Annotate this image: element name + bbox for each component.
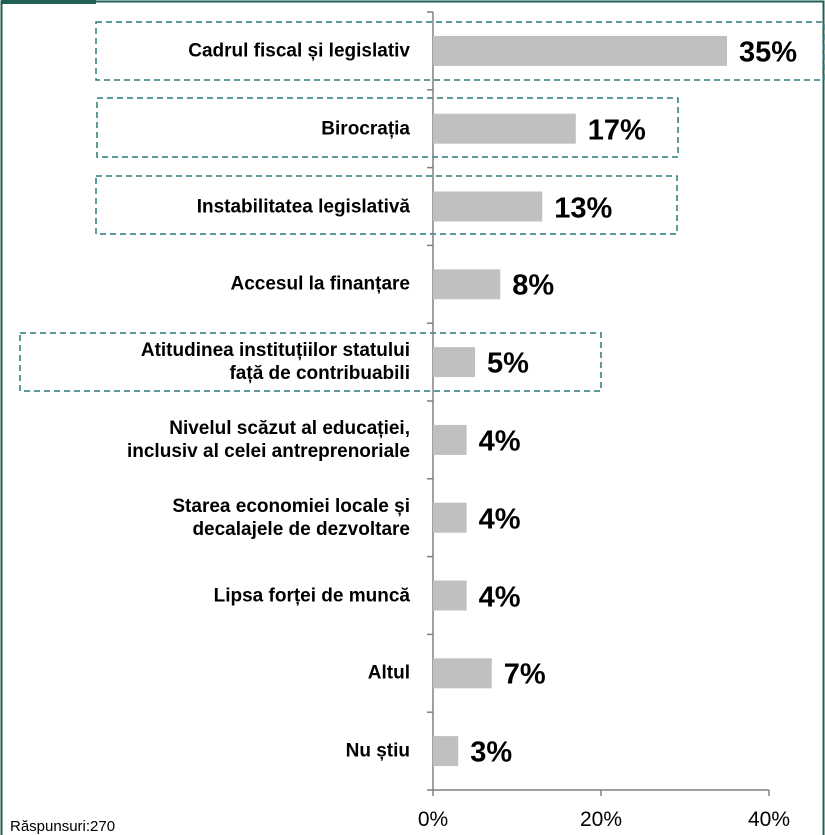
x-tick-label: 40%: [747, 808, 791, 831]
category-label: Accesul la finanțare: [230, 273, 410, 295]
bar: [433, 269, 501, 300]
category-label: Atitudinea instituțiilor statului față d…: [140, 340, 410, 385]
bar: [433, 347, 475, 378]
highlight-box: [19, 332, 602, 392]
value-label: 4%: [478, 503, 521, 536]
value-label: 8%: [512, 269, 555, 302]
bar: [433, 35, 727, 66]
category-label: Birocrația: [321, 118, 410, 140]
frame-tab: [1, 0, 96, 4]
highlight-box: [95, 21, 825, 81]
bar: [433, 658, 492, 689]
x-tick-label: 0%: [417, 808, 449, 831]
bar: [433, 191, 543, 222]
bar: [433, 502, 467, 533]
category-label: Altul: [367, 662, 410, 684]
value-label: 4%: [478, 581, 521, 613]
bar: [433, 736, 459, 767]
value-label: 13%: [554, 192, 613, 224]
value-label: 3%: [470, 736, 513, 769]
value-label: 17%: [587, 114, 646, 147]
value-label: 35%: [739, 36, 798, 69]
category-label: Nivelul scăzut al educației, inclusiv al…: [126, 417, 410, 462]
value-label: 7%: [503, 658, 546, 691]
note: Răspunsuri:270: [10, 818, 116, 835]
category-label: Instabilitatea legislativă: [196, 196, 410, 217]
category-label: Cadrul fiscal și legislativ: [188, 40, 410, 62]
bar: [433, 113, 576, 144]
bar: [433, 580, 467, 611]
category-label: Starea economiei locale și decalajele de…: [172, 495, 410, 540]
value-label: 4%: [478, 425, 521, 458]
category-label: Lipsa forței de muncă: [213, 585, 410, 606]
highlight-box: [95, 175, 678, 235]
highlight-box: [96, 97, 679, 158]
bar: [433, 424, 467, 455]
x-tick-label: 20%: [579, 808, 623, 831]
category-label: Nu știu: [345, 740, 410, 762]
value-label: 5%: [487, 347, 529, 380]
